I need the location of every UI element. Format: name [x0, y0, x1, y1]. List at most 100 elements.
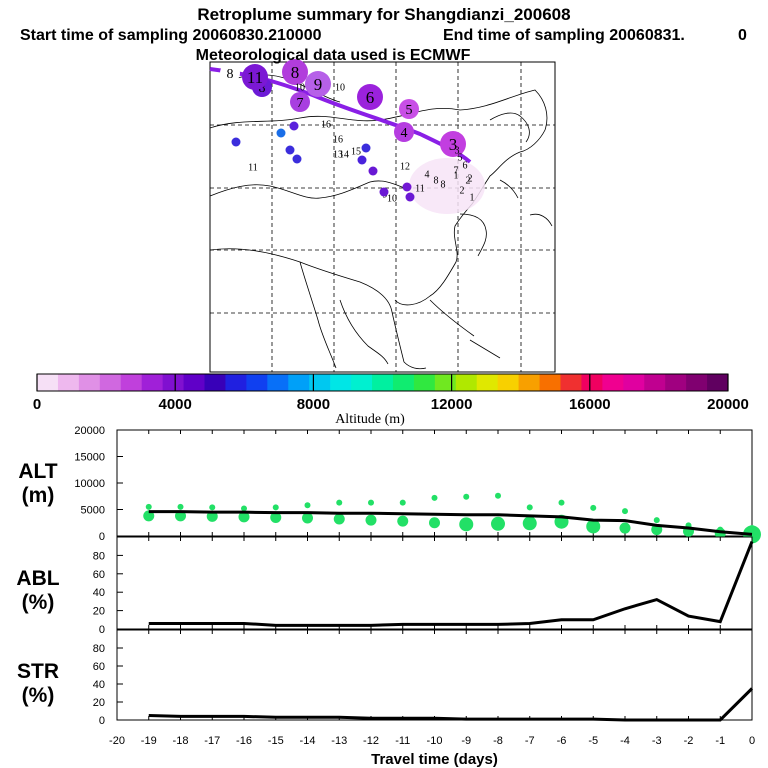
trajectory-marker-label: 3 [455, 146, 460, 157]
trajectory-dot [402, 182, 412, 192]
colorbar-swatch [686, 374, 708, 391]
x-tick-label: -8 [493, 735, 503, 747]
trajectory-dot [368, 166, 378, 176]
release-plume [409, 158, 485, 214]
trajectory-marker-label: 4 [401, 126, 408, 141]
colorbar-swatch [351, 374, 373, 391]
altitude-scatter-point [304, 502, 311, 509]
altitude-scatter-point [177, 503, 184, 510]
colorbar-swatch [309, 374, 331, 391]
altitude-scatter-point [272, 504, 279, 511]
colorbar-swatch [288, 374, 310, 391]
colorbar-tick-label: 16000 [569, 396, 611, 413]
colorbar-swatch [497, 374, 520, 391]
altitude-scatter-point [365, 514, 377, 526]
y-tick-label: 15000 [74, 452, 105, 464]
trajectory-marker-label: 10 [335, 83, 345, 94]
trajectory-marker-label: 8 [441, 180, 446, 191]
x-tick-label: -13 [331, 735, 347, 747]
y-tick-label: 80 [93, 550, 105, 562]
met-data-label: Meteorological data used is ECMWF [196, 47, 471, 64]
colorbar-swatch [476, 374, 499, 391]
x-tick-label: -1 [715, 735, 725, 747]
colorbar-swatch [434, 374, 457, 391]
trajectory-marker-label: 11 [248, 163, 258, 174]
panel-label: ABL [16, 567, 59, 590]
trajectory-marker-label: 2 [468, 174, 473, 185]
coastlines [209, 74, 553, 370]
altitude-scatter-point [586, 519, 601, 534]
trajectory-marker-label: 9 [314, 75, 323, 94]
altitude-scatter-point [238, 511, 250, 523]
trajectory-marker-label: 1 [454, 171, 459, 182]
x-tick-label: -19 [141, 735, 157, 747]
trajectory-dot [285, 145, 295, 155]
altitude-scatter-point [336, 499, 343, 506]
colorbar-swatch [57, 374, 80, 391]
trajectory-marker-label: 15 [351, 147, 361, 158]
trajectory-dot [276, 128, 286, 138]
trajectory-marker-circle [282, 59, 308, 85]
trajectory-marker-circle [394, 122, 414, 142]
altitude-scatter-point [209, 504, 216, 511]
colorbar-tick-label: 4000 [159, 396, 192, 413]
map-gridlines [210, 62, 555, 372]
panel-abl: 0 20 40 60 80 ABL(%) [16, 536, 754, 636]
y-tick-label: 40 [93, 679, 105, 691]
y-tick-label: 0 [99, 715, 105, 727]
panel-unit-label: (%) [22, 684, 55, 707]
trajectory-marker-circle [220, 63, 240, 83]
y-tick-label: 80 [93, 643, 105, 655]
altitude-scatter-point [619, 522, 631, 534]
x-tick-label: -4 [620, 735, 630, 747]
trajectory-marker-circle [357, 84, 383, 110]
altitude-scatter-point [431, 494, 438, 501]
x-tick-label: -5 [588, 735, 598, 747]
panel-unit-label: (%) [22, 591, 55, 614]
colorbar-swatch [623, 374, 645, 391]
colorbar-swatch [413, 374, 436, 391]
x-tick-label: -7 [525, 735, 535, 747]
altitude-scatter-point [622, 508, 628, 515]
colorbar-swatch [539, 374, 561, 391]
altitude-scatter-point [459, 517, 474, 532]
trajectory-dot [289, 121, 299, 131]
altitude-scatter-point [302, 512, 313, 524]
y-tick-label: 60 [93, 661, 105, 673]
end-time-label: End time of sampling 20060831. [443, 27, 685, 44]
colorbar-swatch [392, 374, 415, 391]
panel-alt: 0 5000 10000 15000 20000 ALT(m) [18, 425, 761, 544]
colorbar-swatch [665, 374, 687, 391]
x-tick-label: 0 [749, 735, 755, 747]
colorbar-label: Altitude (m) [335, 412, 405, 427]
trajectory-marker-circle [305, 71, 331, 97]
trajectory-dot [231, 137, 241, 147]
altitude-scatter-point [463, 493, 470, 500]
trajectory-dot [292, 154, 302, 164]
trajectory-marker-label: 8 [227, 67, 234, 82]
x-tick-label: -16 [236, 735, 252, 747]
altitude-scatter-point [399, 499, 406, 506]
colorbar-swatch [581, 374, 603, 391]
trajectory-marker-label: 7 [297, 96, 304, 111]
altitude-scatter-point [397, 515, 409, 527]
colorbar-swatch [37, 374, 59, 391]
colorbar-swatch [602, 374, 624, 391]
trajectory-marker-label: 7 [454, 166, 459, 177]
trajectory-dot [379, 187, 389, 197]
y-tick-label: 20 [93, 697, 105, 709]
colorbar-swatch [141, 374, 164, 391]
trajectory-marker-label: 2 [460, 186, 465, 197]
altitude-scatter-point [558, 499, 565, 506]
altitude-scatter-point [526, 504, 533, 511]
altitude-scatter-point [495, 492, 501, 499]
altitude-colorbar: 0 4000 8000 12000 16000 20000 Altitude (m) [33, 373, 749, 427]
trajectory-marker-circle [399, 99, 419, 119]
colorbar-swatch [560, 374, 582, 391]
trajectory-dot [361, 143, 371, 153]
colorbar-swatch [162, 374, 185, 391]
trajectory-marker-label: 5 [458, 153, 463, 164]
trajectory-marker-label: 8 [291, 63, 300, 82]
trajectory-marker-label: 11 [247, 68, 263, 87]
trajectory-marker-label: 11 [415, 184, 425, 195]
